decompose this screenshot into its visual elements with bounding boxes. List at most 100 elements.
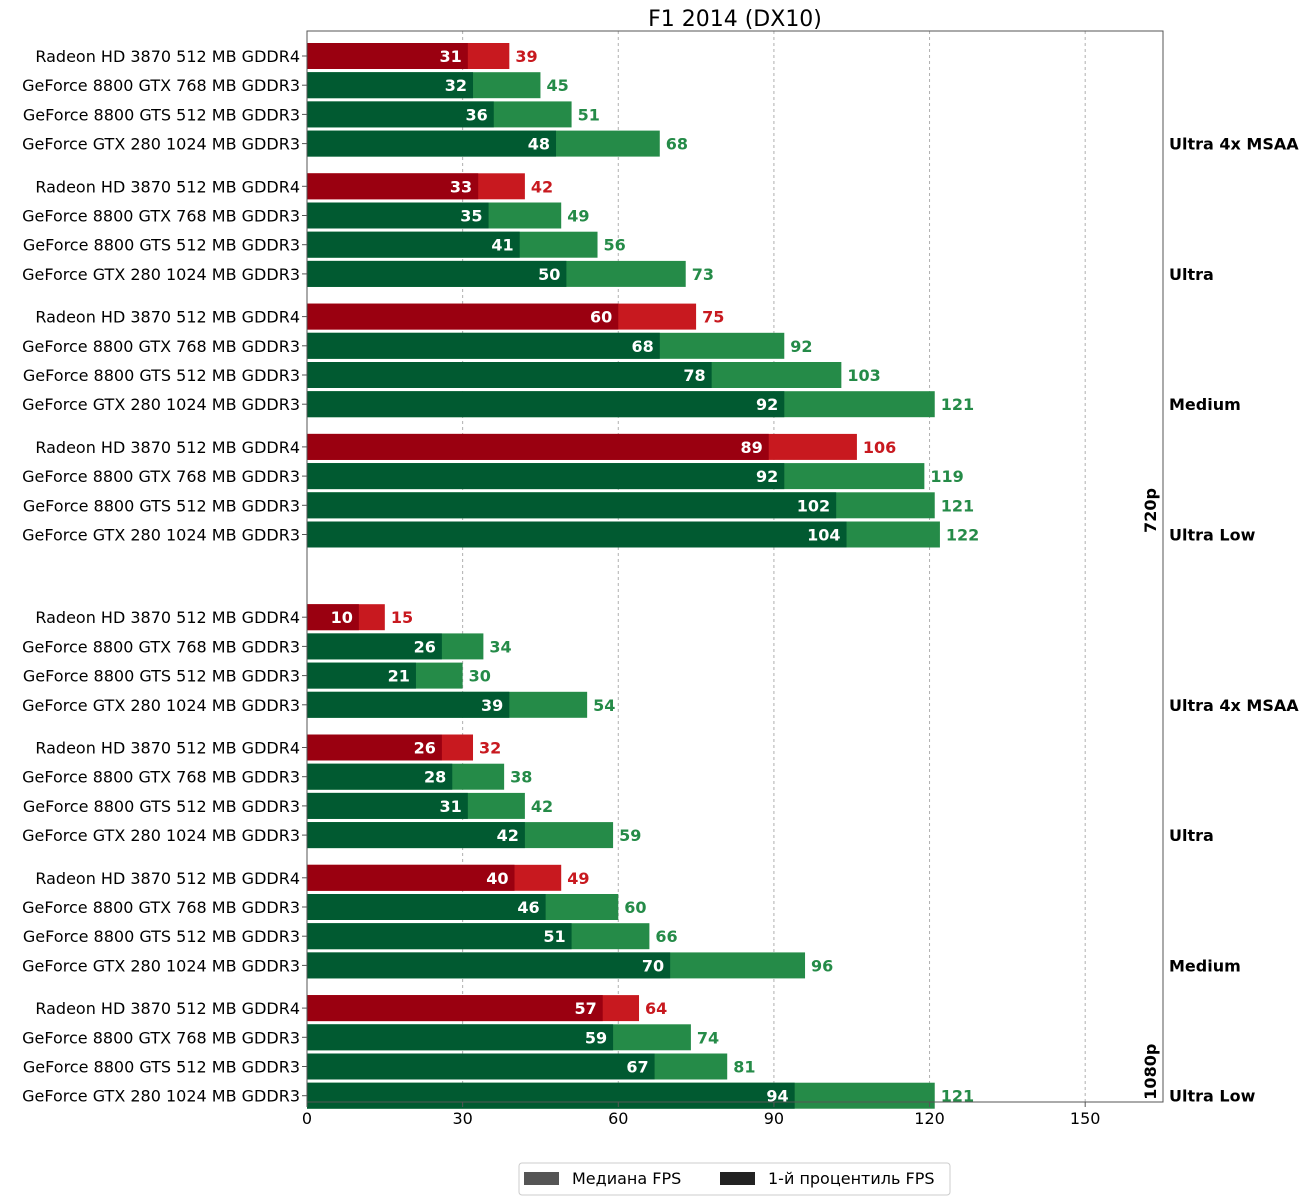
bar-p1 — [307, 894, 546, 920]
bar-label-median: 56 — [604, 236, 626, 255]
y-tick-label: GeForce 8800 GTS 512 MB GDDR3 — [23, 236, 300, 255]
bar-p1 — [307, 202, 489, 229]
y-tick-label: GeForce GTX 280 1024 MB GDDR3 — [22, 826, 300, 845]
y-tick-label: Radeon HD 3870 512 MB GDDR4 — [35, 47, 300, 66]
bar-label-median: 73 — [692, 265, 714, 284]
y-tick-label: GeForce GTX 280 1024 MB GDDR3 — [22, 526, 300, 545]
bar-label-p1: 68 — [632, 337, 654, 356]
y-tick-label: GeForce GTX 280 1024 MB GDDR3 — [22, 395, 300, 414]
bar-label-p1: 59 — [585, 1028, 607, 1047]
resolution-label: 720p — [1141, 488, 1160, 533]
bar-label-p1: 33 — [450, 177, 472, 196]
bar-p1 — [307, 130, 557, 157]
y-tick-label: GeForce 8800 GTX 768 MB GDDR3 — [22, 76, 300, 95]
bar-label-p1: 42 — [497, 826, 519, 845]
bar-p1 — [307, 362, 712, 388]
bar-label-median: 92 — [790, 337, 812, 356]
bar-label-p1: 10 — [331, 608, 353, 627]
preset-label: Medium — [1169, 956, 1241, 975]
bar-label-p1: 94 — [766, 1087, 788, 1106]
bar-p1 — [307, 995, 603, 1022]
bar-label-median: 103 — [847, 366, 880, 385]
bar-p1 — [307, 391, 785, 418]
bar-label-p1: 60 — [590, 308, 612, 327]
bar-p1 — [307, 101, 494, 128]
y-tick-label: GeForce 8800 GTS 512 MB GDDR3 — [23, 366, 300, 385]
y-tick-label: GeForce 8800 GTS 512 MB GDDR3 — [23, 797, 300, 816]
bar-p1 — [307, 72, 474, 99]
y-tick-label: Radeon HD 3870 512 MB GDDR4 — [35, 438, 300, 457]
y-tick-label: GeForce 8800 GTS 512 MB GDDR3 — [23, 105, 300, 124]
bar-p1 — [307, 763, 453, 790]
legend-swatch-p1 — [720, 1172, 755, 1185]
y-tick-label: GeForce GTX 280 1024 MB GDDR3 — [22, 135, 300, 154]
bar-label-median: 54 — [593, 696, 615, 715]
legend: Медиана FPS 1-й процентиль FPS — [518, 1162, 951, 1196]
y-tick-label: GeForce 8800 GTX 768 MB GDDR3 — [22, 637, 300, 656]
bar-label-p1: 57 — [574, 999, 596, 1018]
y-tick-label: Radeon HD 3870 512 MB GDDR4 — [35, 608, 300, 627]
bar-p1 — [307, 173, 479, 200]
legend-label-median: Медиана FPS — [572, 1169, 681, 1188]
x-tick-label: 30 — [452, 1109, 472, 1128]
y-tick-label: GeForce 8800 GTX 768 MB GDDR3 — [22, 207, 300, 226]
bar-label-median: 32 — [479, 739, 501, 758]
preset-labels: Ultra 4x MSAA Ultra Medium Ultra Low Ultra 4… — [1141, 135, 1299, 1106]
bar-p1 — [307, 604, 359, 631]
bar-label-p1: 78 — [683, 366, 705, 385]
bar-label-median: 51 — [578, 105, 600, 124]
bar-label-p1: 51 — [543, 927, 565, 946]
preset-label: Ultra Low — [1169, 1087, 1256, 1106]
x-tick-label: 60 — [608, 1109, 628, 1128]
bar-p1 — [307, 633, 442, 660]
bar-p1 — [307, 792, 468, 819]
y-tick-label: Radeon HD 3870 512 MB GDDR4 — [35, 999, 300, 1018]
preset-label: Ultra 4x MSAA — [1169, 696, 1299, 715]
bar-label-p1: 102 — [797, 496, 830, 515]
bar-label-median: 121 — [941, 1087, 974, 1106]
bar-label-median: 121 — [941, 395, 974, 414]
bar-label-p1: 39 — [481, 696, 503, 715]
bar-label-median: 49 — [567, 207, 589, 226]
y-tick-label: Radeon HD 3870 512 MB GDDR4 — [35, 739, 300, 758]
bar-label-median: 38 — [510, 768, 532, 787]
bar-p1 — [307, 231, 520, 258]
preset-label: Ultra Low — [1169, 526, 1256, 545]
y-tick-label: GeForce 8800 GTX 768 MB GDDR3 — [22, 1028, 300, 1047]
bar-label-p1: 41 — [491, 236, 513, 255]
bar-p1 — [307, 1082, 795, 1109]
bar-label-median: 39 — [515, 47, 537, 66]
bar-p1 — [307, 923, 572, 950]
legend-swatch-median — [524, 1172, 559, 1185]
bar-label-p1: 35 — [460, 207, 482, 226]
y-tick-label: Radeon HD 3870 512 MB GDDR4 — [35, 177, 300, 196]
bar-label-p1: 50 — [538, 265, 560, 284]
y-tick-label: Radeon HD 3870 512 MB GDDR4 — [35, 308, 300, 327]
bar-p1 — [307, 332, 660, 359]
bar-p1 — [307, 463, 785, 490]
y-tick-label: GeForce GTX 280 1024 MB GDDR3 — [22, 696, 300, 715]
bar-label-p1: 40 — [486, 869, 508, 888]
bar-label-median: 45 — [546, 76, 568, 95]
y-axis-labels: Radeon HD 3870 512 MB GDDR4 GeForce 8800 … — [22, 47, 307, 1106]
bar-p1 — [307, 691, 510, 718]
preset-label: Ultra — [1169, 265, 1214, 284]
y-tick-label: GeForce 8800 GTX 768 MB GDDR3 — [22, 898, 300, 917]
bar-label-p1: 67 — [626, 1058, 648, 1077]
bar-label-p1: 104 — [807, 526, 840, 545]
bar-p1 — [307, 303, 619, 330]
bar-p1 — [307, 1024, 614, 1051]
y-tick-label: GeForce 8800 GTS 512 MB GDDR3 — [23, 927, 300, 946]
bar-p1 — [307, 260, 567, 287]
bars: 31 39 32 45 36 51 48 68 33 42 35 49 41 56 50 73 60 75 68 92… — [307, 43, 979, 1109]
plot-frame — [306, 30, 1164, 1103]
bar-label-median: 106 — [863, 438, 896, 457]
bar-label-median: 60 — [624, 898, 646, 917]
y-tick-label: GeForce 8800 GTS 512 MB GDDR3 — [23, 667, 300, 686]
bar-label-p1: 92 — [756, 395, 778, 414]
y-tick-label: GeForce 8800 GTX 768 MB GDDR3 — [22, 337, 300, 356]
bar-label-p1: 26 — [414, 637, 436, 656]
bar-label-p1: 89 — [740, 438, 762, 457]
bar-p1 — [307, 822, 525, 849]
x-tick-label: 90 — [764, 1109, 784, 1128]
